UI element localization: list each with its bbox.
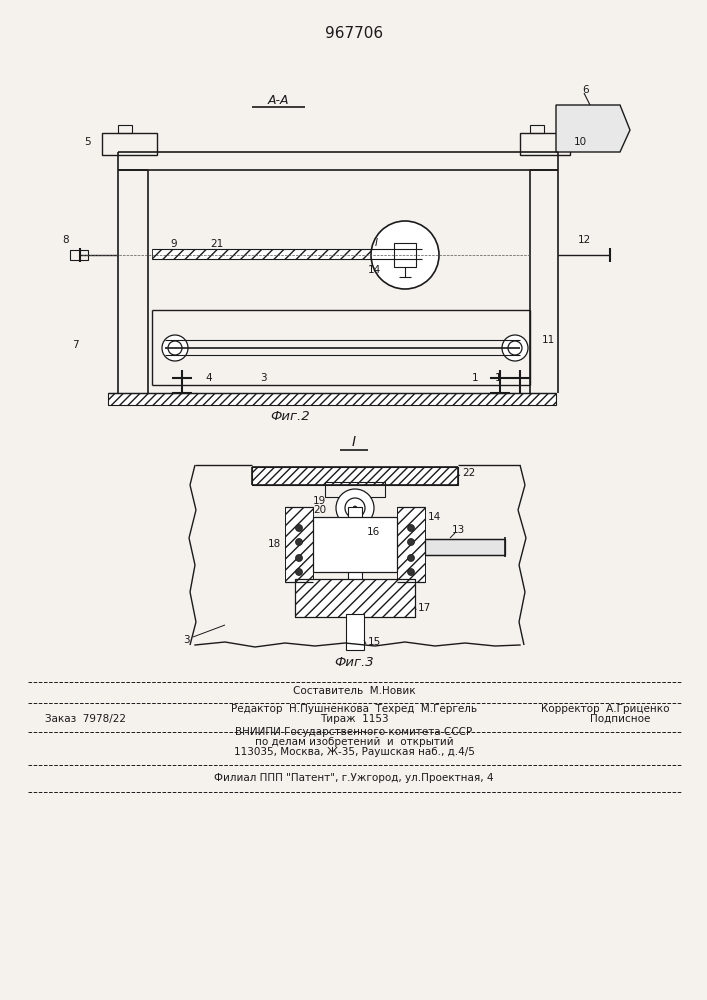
Text: 5: 5: [84, 137, 90, 147]
Bar: [325, 482, 385, 497]
Circle shape: [296, 554, 303, 562]
Circle shape: [407, 524, 414, 532]
Text: 967706: 967706: [325, 25, 383, 40]
Circle shape: [336, 489, 374, 527]
Text: 13: 13: [452, 525, 465, 535]
Text: Подписное: Подписное: [590, 714, 650, 724]
Text: Фиг.2: Фиг.2: [270, 410, 310, 424]
Text: 10: 10: [574, 137, 587, 147]
Circle shape: [296, 568, 303, 576]
Bar: [313, 517, 397, 572]
Ellipse shape: [508, 341, 522, 355]
Text: 6: 6: [582, 85, 589, 95]
Circle shape: [296, 538, 303, 546]
Text: 7: 7: [72, 340, 78, 350]
Circle shape: [407, 538, 414, 546]
Text: 9: 9: [170, 239, 177, 249]
Circle shape: [407, 568, 414, 576]
Text: I: I: [375, 238, 378, 248]
Circle shape: [296, 524, 303, 532]
Text: 21: 21: [210, 239, 223, 249]
Circle shape: [407, 554, 414, 562]
Circle shape: [345, 498, 365, 518]
Text: 14: 14: [428, 512, 441, 522]
Bar: [425, 539, 505, 555]
Bar: [397, 507, 425, 582]
Bar: [394, 243, 416, 267]
Text: 12: 12: [578, 235, 591, 245]
Text: 22: 22: [462, 468, 475, 478]
Bar: [530, 125, 544, 133]
Text: Корректор  А.Гриценко: Корректор А.Гриценко: [542, 704, 670, 714]
Text: 17: 17: [418, 603, 431, 613]
Bar: [348, 507, 362, 585]
Bar: [70, 250, 88, 260]
Text: 20: 20: [313, 505, 326, 515]
Text: I: I: [352, 435, 356, 449]
Text: ВНИИПИ Государственного комитета СССР: ВНИИПИ Государственного комитета СССР: [235, 727, 472, 737]
Ellipse shape: [502, 335, 528, 361]
Polygon shape: [556, 105, 630, 152]
Bar: [346, 614, 364, 650]
Text: Филиал ППП "Патент", г.Ужгород, ул.Проектная, 4: Филиал ППП "Патент", г.Ужгород, ул.Проек…: [214, 773, 493, 783]
Text: 19: 19: [313, 496, 326, 506]
Text: 18: 18: [268, 539, 281, 549]
Text: 4: 4: [205, 373, 211, 383]
Bar: [295, 579, 415, 617]
Text: по делам изобретений  и  открытий: по делам изобретений и открытий: [255, 737, 453, 747]
Bar: [108, 393, 556, 405]
Text: 11: 11: [542, 335, 555, 345]
Text: 113035, Москва, Ж-35, Раушская наб., д.4/5: 113035, Москва, Ж-35, Раушская наб., д.4…: [233, 747, 474, 757]
Ellipse shape: [371, 221, 439, 289]
Text: Составитель  М.Новик: Составитель М.Новик: [293, 686, 415, 696]
Text: Фиг.3: Фиг.3: [334, 656, 374, 668]
Text: 1: 1: [495, 373, 502, 383]
Text: Тираж  1153: Тираж 1153: [320, 714, 388, 724]
Text: 1: 1: [472, 373, 479, 383]
Text: 8: 8: [62, 235, 69, 245]
Bar: [102, 133, 157, 155]
Bar: [152, 249, 422, 259]
Bar: [295, 579, 415, 617]
Bar: [118, 125, 132, 133]
Text: 16: 16: [367, 527, 380, 537]
Bar: [285, 507, 313, 582]
Text: А-А: А-А: [267, 94, 288, 106]
Text: Заказ  7978/22: Заказ 7978/22: [45, 714, 126, 724]
Circle shape: [353, 506, 357, 510]
Ellipse shape: [168, 341, 182, 355]
Text: 3: 3: [183, 635, 189, 645]
Ellipse shape: [162, 335, 188, 361]
Text: Редактор  Н.Пушненкова  Техред  М.Гергель: Редактор Н.Пушненкова Техред М.Гергель: [231, 704, 477, 714]
Text: 14: 14: [368, 265, 381, 275]
Bar: [520, 133, 570, 155]
Text: 3: 3: [260, 373, 267, 383]
Text: 15: 15: [368, 637, 381, 647]
Bar: [252, 467, 458, 485]
